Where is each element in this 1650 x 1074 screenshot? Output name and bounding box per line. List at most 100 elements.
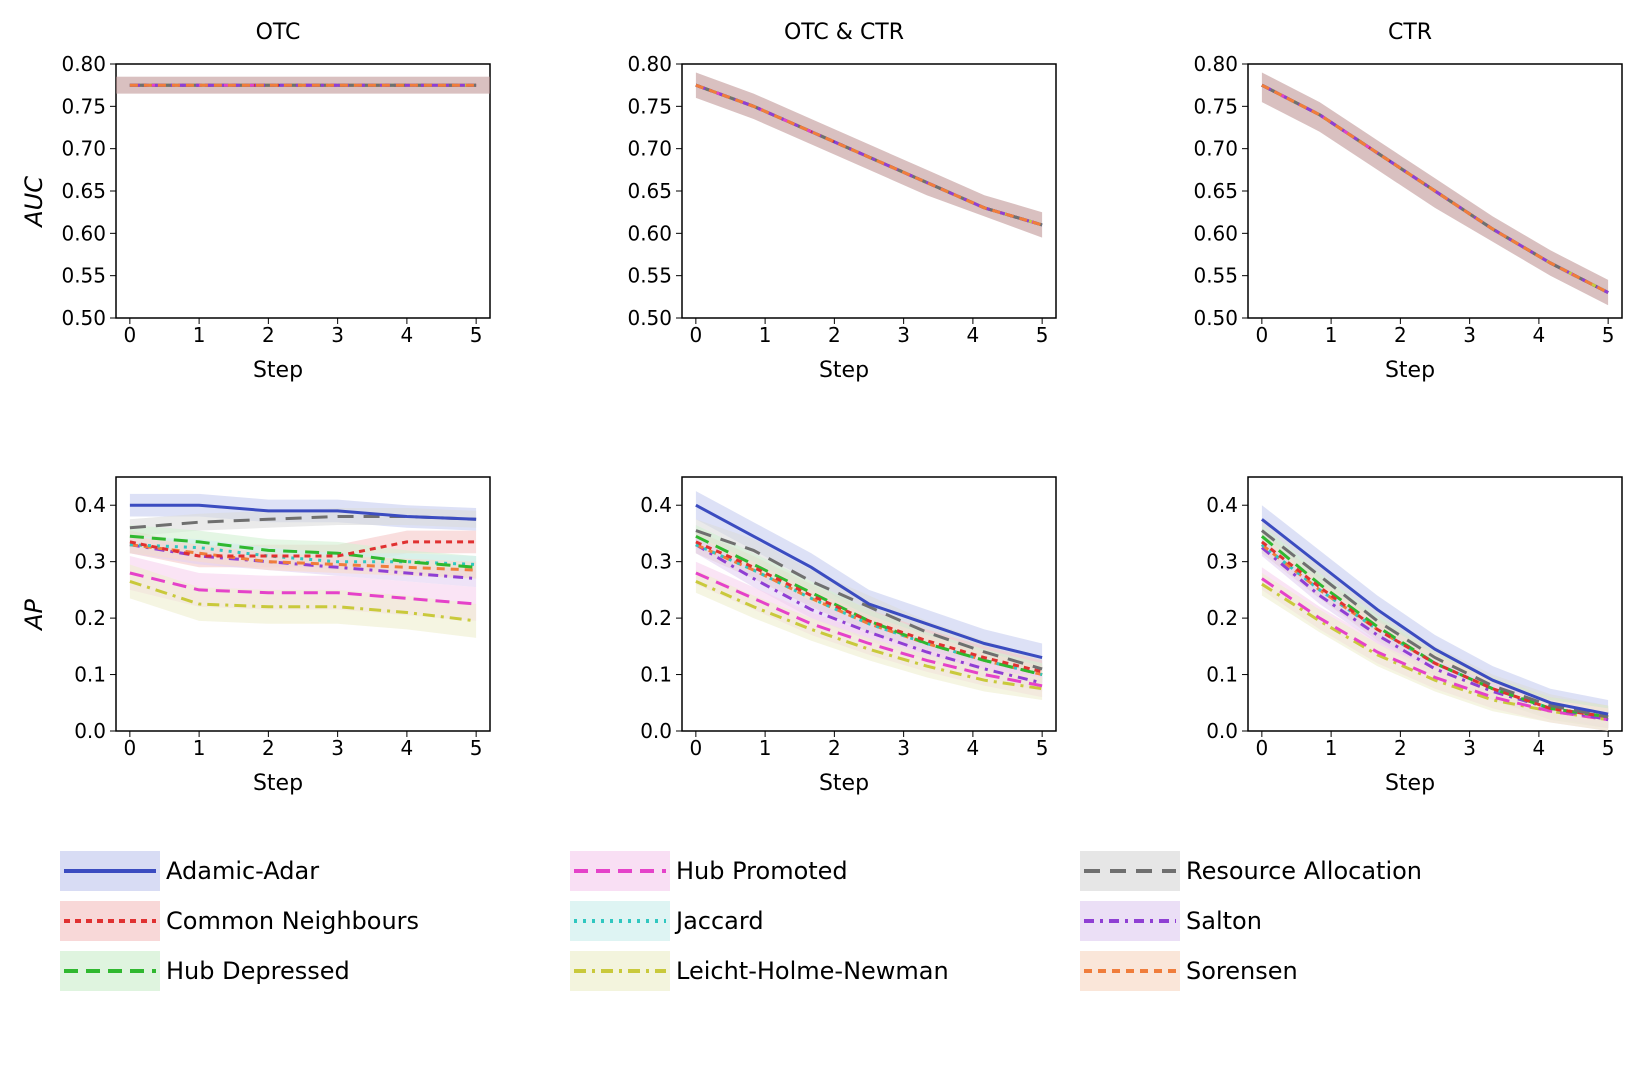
svg-text:0.2: 0.2 <box>74 606 106 630</box>
svg-text:0.0: 0.0 <box>640 719 672 743</box>
svg-text:0.65: 0.65 <box>61 179 106 203</box>
legend-item-adamic_adar: Adamic-Adar <box>60 846 570 896</box>
svg-text:0.70: 0.70 <box>1193 137 1238 161</box>
svg-text:0.80: 0.80 <box>61 54 106 76</box>
xlabel: Step <box>253 358 303 383</box>
svg-text:1: 1 <box>193 323 206 347</box>
svg-text:2: 2 <box>828 736 841 760</box>
legend-swatch <box>60 901 160 941</box>
panel-ap-otc: 0123450.00.10.20.30.4 <box>58 467 498 767</box>
legend-swatch <box>570 951 670 991</box>
svg-text:0.60: 0.60 <box>627 221 672 245</box>
svg-text:0.50: 0.50 <box>61 306 106 330</box>
legend-label: Leicht-Holme-Newman <box>676 957 949 985</box>
legend-label: Adamic-Adar <box>166 857 319 885</box>
svg-text:0.4: 0.4 <box>74 493 106 517</box>
svg-text:0.60: 0.60 <box>1193 221 1238 245</box>
svg-text:4: 4 <box>967 323 980 347</box>
svg-text:3: 3 <box>331 323 344 347</box>
svg-text:0: 0 <box>123 323 136 347</box>
xlabel: Step <box>253 771 303 796</box>
legend-swatch <box>60 951 160 991</box>
svg-text:0.0: 0.0 <box>74 719 106 743</box>
svg-text:2: 2 <box>1394 736 1407 760</box>
svg-text:2: 2 <box>262 736 275 760</box>
svg-text:0: 0 <box>1255 736 1268 760</box>
panel-ap-ctr: 0123450.00.10.20.30.4 <box>1190 467 1630 767</box>
legend-swatch <box>1080 901 1180 941</box>
legend-label: Sorensen <box>1186 957 1298 985</box>
svg-text:1: 1 <box>1325 736 1338 760</box>
svg-text:4: 4 <box>1533 736 1546 760</box>
legend-swatch <box>1080 851 1180 891</box>
legend-swatch <box>60 851 160 891</box>
xlabel: Step <box>819 771 869 796</box>
svg-text:0.1: 0.1 <box>74 663 106 687</box>
svg-text:0.3: 0.3 <box>74 550 106 574</box>
svg-text:2: 2 <box>262 323 275 347</box>
svg-text:0.75: 0.75 <box>1193 94 1238 118</box>
svg-text:5: 5 <box>1036 323 1049 347</box>
legend: Adamic-Adar Hub Promoted Resource Alloca… <box>20 846 1630 996</box>
panel-auc-otcctr: 0123450.500.550.600.650.700.750.80 <box>624 54 1064 354</box>
svg-text:5: 5 <box>470 736 483 760</box>
svg-text:4: 4 <box>401 323 414 347</box>
svg-text:0.2: 0.2 <box>640 606 672 630</box>
legend-swatch <box>570 851 670 891</box>
legend-swatch <box>570 901 670 941</box>
svg-text:5: 5 <box>1602 323 1615 347</box>
legend-item-jaccard: Jaccard <box>570 896 1080 946</box>
svg-text:0.65: 0.65 <box>627 179 672 203</box>
legend-label: Hub Promoted <box>676 857 848 885</box>
legend-label: Common Neighbours <box>166 907 419 935</box>
svg-text:3: 3 <box>897 323 910 347</box>
figure: AUC OTC 0123450.500.550.600.650.700.750.… <box>20 20 1630 996</box>
svg-text:1: 1 <box>759 736 772 760</box>
svg-text:0.80: 0.80 <box>1193 54 1238 76</box>
panel-auc-otc: 0123450.500.550.600.650.700.750.80 <box>58 54 498 354</box>
svg-text:0.55: 0.55 <box>627 264 672 288</box>
svg-text:0.70: 0.70 <box>627 137 672 161</box>
svg-text:0.70: 0.70 <box>61 137 106 161</box>
legend-swatch <box>1080 951 1180 991</box>
svg-text:4: 4 <box>967 736 980 760</box>
xlabel: Step <box>1385 771 1435 796</box>
svg-text:0.55: 0.55 <box>61 264 106 288</box>
svg-text:0.3: 0.3 <box>640 550 672 574</box>
svg-text:2: 2 <box>1394 323 1407 347</box>
svg-text:0.4: 0.4 <box>640 493 672 517</box>
svg-text:3: 3 <box>1463 736 1476 760</box>
svg-text:2: 2 <box>828 323 841 347</box>
panel-ap-otcctr: 0123450.00.10.20.30.4 <box>624 467 1064 767</box>
legend-label: Jaccard <box>676 907 764 935</box>
svg-text:0: 0 <box>689 323 702 347</box>
svg-text:0.3: 0.3 <box>1206 550 1238 574</box>
legend-label: Salton <box>1186 907 1262 935</box>
col-title-ctr: CTR <box>1388 20 1432 46</box>
ylabel-auc: AUC <box>20 176 48 227</box>
row-auc: AUC OTC 0123450.500.550.600.650.700.750.… <box>20 20 1630 383</box>
svg-text:0.50: 0.50 <box>627 306 672 330</box>
legend-item-hub_promoted: Hub Promoted <box>570 846 1080 896</box>
svg-text:1: 1 <box>1325 323 1338 347</box>
legend-label: Resource Allocation <box>1186 857 1422 885</box>
svg-text:3: 3 <box>331 736 344 760</box>
svg-text:0.80: 0.80 <box>627 54 672 76</box>
svg-text:0.1: 0.1 <box>1206 663 1238 687</box>
svg-text:0.1: 0.1 <box>640 663 672 687</box>
col-title-otcctr: OTC & CTR <box>784 20 904 46</box>
svg-text:0: 0 <box>1255 323 1268 347</box>
svg-text:0.50: 0.50 <box>1193 306 1238 330</box>
legend-label: Hub Depressed <box>166 957 350 985</box>
svg-text:1: 1 <box>193 736 206 760</box>
legend-item-leicht_holme_newman: Leicht-Holme-Newman <box>570 946 1080 996</box>
svg-text:0.75: 0.75 <box>61 94 106 118</box>
row-ap: AP 0123450.00.10.20.30.4 Step 0123450.00… <box>20 433 1630 796</box>
svg-text:4: 4 <box>1533 323 1546 347</box>
svg-text:0.65: 0.65 <box>1193 179 1238 203</box>
ylabel-ap: AP <box>20 599 48 630</box>
svg-text:3: 3 <box>1463 323 1476 347</box>
svg-text:5: 5 <box>1036 736 1049 760</box>
legend-item-common_neighbours: Common Neighbours <box>60 896 570 946</box>
svg-text:3: 3 <box>897 736 910 760</box>
